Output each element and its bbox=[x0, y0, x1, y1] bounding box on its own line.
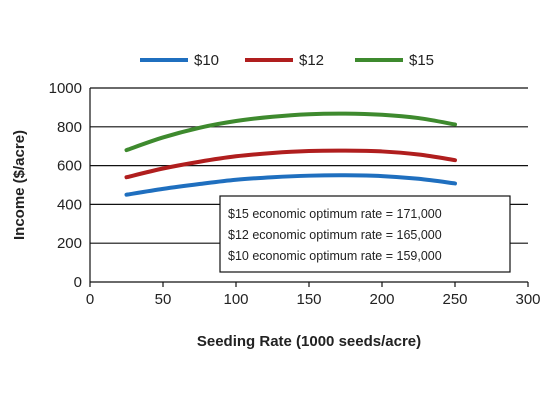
y-tick-label: 600 bbox=[57, 158, 82, 175]
x-tick-label: 200 bbox=[369, 291, 394, 308]
legend-label-0: $10 bbox=[194, 52, 219, 69]
series-lines bbox=[124, 111, 457, 197]
x-tick-label: 300 bbox=[515, 291, 540, 308]
annotation-line-2: $10 economic optimum rate = 159,000 bbox=[228, 249, 442, 263]
axes: 0 200 400 600 800 1000 0 50 100 150 200 250 300 bbox=[49, 80, 541, 308]
y-tick-label: 0 bbox=[74, 274, 82, 291]
series-line-0 bbox=[124, 173, 457, 197]
y-tick-label: 200 bbox=[57, 235, 82, 252]
legend: $10 $12 $15 bbox=[140, 52, 434, 69]
x-tick-label: 250 bbox=[442, 291, 467, 308]
x-tick-label: 100 bbox=[223, 291, 248, 308]
annotation-box: $15 economic optimum rate = 171,000 $12 e… bbox=[219, 195, 511, 273]
x-tick-label: 50 bbox=[155, 291, 172, 308]
annotation-frame bbox=[219, 195, 511, 273]
series-line-1 bbox=[124, 148, 457, 180]
x-tick-label: 0 bbox=[86, 291, 94, 308]
y-tick-label: 400 bbox=[57, 196, 82, 213]
x-tick-label: 150 bbox=[296, 291, 321, 308]
annotation-line-0: $15 economic optimum rate = 171,000 bbox=[228, 207, 442, 221]
series-line-2 bbox=[124, 111, 457, 153]
y-axis-title: Income ($/acre) bbox=[11, 130, 28, 240]
legend-label-1: $12 bbox=[299, 52, 324, 69]
y-tick-label: 800 bbox=[57, 119, 82, 136]
annotation-line-1: $12 economic optimum rate = 165,000 bbox=[228, 228, 442, 242]
legend-label-2: $15 bbox=[409, 52, 434, 69]
x-axis-title: Seeding Rate (1000 seeds/acre) bbox=[197, 333, 421, 350]
y-tick-label: 1000 bbox=[49, 80, 82, 97]
